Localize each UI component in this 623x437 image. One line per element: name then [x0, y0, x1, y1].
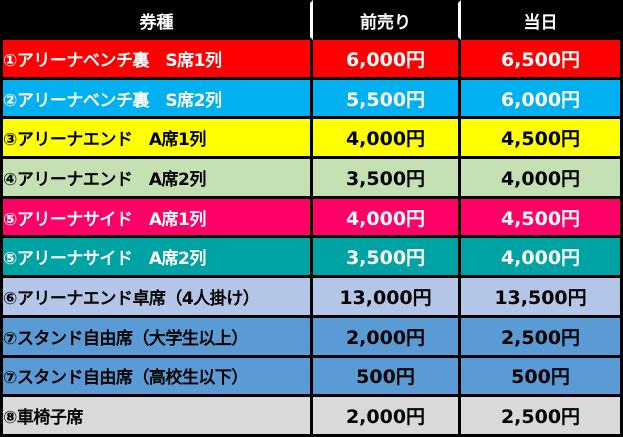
- advance-price-cell: 500円: [313, 357, 461, 398]
- advance-price-cell: 5,500円: [313, 79, 461, 120]
- ticket-name-cell: ②アリーナベンチ裏 S席2列: [0, 79, 313, 120]
- ticket-name-cell: ⑤アリーナサイド A席1列: [0, 198, 313, 239]
- ticket-name-cell: ⑦スタンド自由席（大学生以上）: [0, 317, 313, 358]
- ticket-name-cell: ⑤アリーナサイド A席2列: [0, 238, 313, 279]
- advance-price-cell: 4,000円: [313, 198, 461, 239]
- ticket-name-cell: ④アリーナエンド A席2列: [0, 159, 313, 199]
- table-row: ⑥アリーナエンド卓席（4人掛け） 13,000円 13,500円: [0, 278, 623, 318]
- table-row: ⑦スタンド自由席（大学生以上） 2,000円 2,500円: [0, 317, 623, 358]
- same-day-price-cell: 6,000円: [461, 79, 623, 120]
- same-day-price-cell: 4,000円: [461, 238, 623, 279]
- advance-price-cell: 3,500円: [313, 159, 461, 199]
- ticket-name-cell: ③アリーナエンド A席1列: [0, 119, 313, 160]
- advance-price-cell: 13,000円: [313, 278, 461, 318]
- ticket-name-cell: ⑧車椅子席: [0, 397, 313, 437]
- same-day-price-cell: 6,500円: [461, 40, 623, 80]
- same-day-price-cell: 2,500円: [461, 317, 623, 358]
- advance-price-cell: 4,000円: [313, 119, 461, 160]
- advance-price-cell: 6,000円: [313, 40, 461, 80]
- advance-price-cell: 3,500円: [313, 238, 461, 279]
- same-day-price-cell: 4,000円: [461, 159, 623, 199]
- table-row: ③アリーナエンド A席1列 4,000円 4,500円: [0, 119, 623, 160]
- ticket-name-cell: ⑦スタンド自由席（高校生以下）: [0, 357, 313, 398]
- advance-price-cell: 2,000円: [313, 317, 461, 358]
- header-same-day: 当日: [461, 0, 623, 40]
- same-day-price-cell: 500円: [461, 357, 623, 398]
- header-advance: 前売り: [313, 0, 461, 40]
- table-row: ⑦スタンド自由席（高校生以下） 500円 500円: [0, 357, 623, 398]
- table-row: ⑧車椅子席 2,000円 2,500円: [0, 397, 623, 437]
- same-day-price-cell: 13,500円: [461, 278, 623, 318]
- table-row: ②アリーナベンチ裏 S席2列 5,500円 6,000円: [0, 79, 623, 120]
- ticket-name-cell: ⑥アリーナエンド卓席（4人掛け）: [0, 278, 313, 318]
- header-ticket-type: 券種: [0, 0, 313, 40]
- same-day-price-cell: 4,500円: [461, 198, 623, 239]
- header-row: 券種 前売り 当日: [0, 0, 623, 40]
- same-day-price-cell: 2,500円: [461, 397, 623, 437]
- same-day-price-cell: 4,500円: [461, 119, 623, 160]
- table-row: ⑤アリーナサイド A席1列 4,000円 4,500円: [0, 198, 623, 239]
- table-row: ⑤アリーナサイド A席2列 3,500円 4,000円: [0, 238, 623, 279]
- table-row: ④アリーナエンド A席2列 3,500円 4,000円: [0, 159, 623, 199]
- ticket-name-cell: ①アリーナベンチ裏 S席1列: [0, 40, 313, 80]
- table-row: ①アリーナベンチ裏 S席1列 6,000円 6,500円: [0, 40, 623, 80]
- advance-price-cell: 2,000円: [313, 397, 461, 437]
